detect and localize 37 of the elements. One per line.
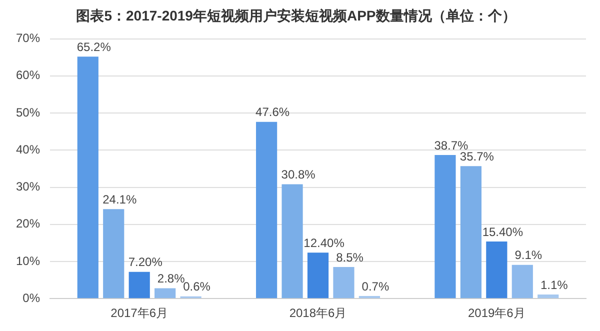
x-tick-label: 2017年6月 — [110, 306, 168, 320]
bar — [282, 184, 303, 298]
data-label: 65.2% — [76, 40, 112, 54]
data-label: 15.40% — [482, 224, 524, 239]
y-tick-label: 60% — [16, 68, 40, 82]
bar — [256, 122, 278, 298]
bar — [103, 209, 124, 298]
chart-title: 图表5：2017-2019年短视频用户安装短视频APP数量情况（单位：个） — [76, 7, 516, 24]
data-label: 47.6% — [256, 105, 290, 120]
bar — [128, 272, 150, 298]
y-tick-label: 70% — [16, 31, 40, 46]
data-label: 9.1% — [514, 248, 542, 262]
y-tick-label: 40% — [16, 142, 40, 156]
bar — [77, 56, 98, 298]
y-tick-label: 50% — [16, 105, 40, 120]
x-tick-label: 2019年6月 — [468, 306, 526, 320]
bar — [434, 154, 456, 298]
bar — [538, 294, 559, 298]
bar — [512, 264, 533, 298]
bar — [307, 252, 329, 298]
bar — [460, 166, 482, 298]
y-tick-label: 20% — [16, 216, 40, 231]
bar — [486, 241, 508, 298]
y-tick-label: 30% — [16, 180, 40, 194]
data-label: 8.5% — [336, 250, 364, 264]
data-label: 7.20% — [128, 255, 163, 270]
data-label: 12.40% — [304, 236, 345, 250]
y-tick-label: 10% — [16, 254, 40, 268]
data-label: 0.6% — [183, 280, 211, 294]
data-label: 24.1% — [102, 192, 137, 206]
data-label: 0.7% — [362, 279, 390, 294]
data-label: 30.8% — [281, 168, 316, 182]
data-label: 1.1% — [540, 278, 568, 292]
bar — [333, 267, 354, 298]
bar — [154, 288, 176, 298]
y-tick-label: 0% — [22, 290, 40, 305]
x-tick-label: 2018年6月 — [289, 306, 347, 320]
